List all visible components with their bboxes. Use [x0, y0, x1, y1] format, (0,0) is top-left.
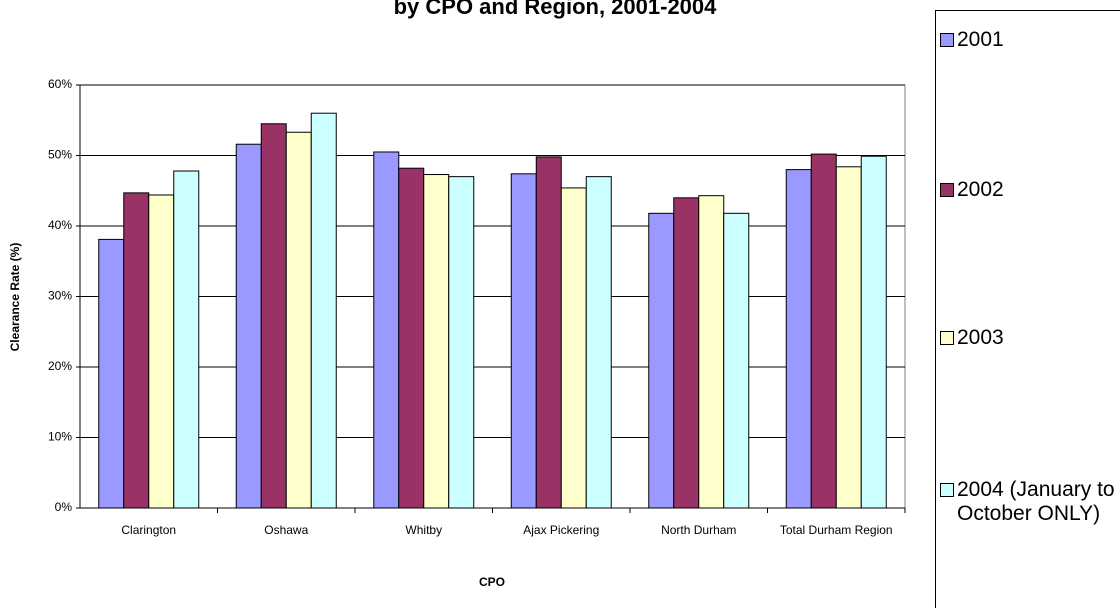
bar	[723, 212, 750, 509]
bar	[698, 195, 725, 509]
legend-label: 2004 (January to October ONLY)	[957, 478, 1115, 525]
bar	[98, 238, 125, 509]
legend-swatch	[940, 483, 954, 497]
chart-title: by CPO and Region, 2001-2004	[393, 0, 717, 19]
bar	[173, 170, 200, 509]
legend-swatch	[940, 33, 954, 47]
bar	[260, 123, 287, 509]
bar	[510, 173, 537, 509]
legend-swatch	[940, 183, 954, 197]
bar	[398, 167, 425, 509]
bar	[310, 112, 337, 509]
bar	[535, 156, 562, 509]
bar	[835, 166, 862, 509]
y-tick-label: 10%	[48, 430, 72, 444]
bar	[560, 187, 587, 509]
legend-label: 2002	[957, 178, 1004, 201]
bar	[423, 174, 450, 509]
x-tick-label: Total Durham Region	[779, 523, 893, 537]
bar	[785, 169, 812, 509]
bar	[810, 153, 837, 509]
bar	[235, 143, 262, 509]
x-tick-label: Oshawa	[264, 523, 309, 537]
bar	[673, 197, 700, 509]
bar	[585, 176, 612, 509]
legend-box	[935, 10, 1120, 608]
y-tick-label: 40%	[48, 218, 72, 232]
y-tick-label: 20%	[48, 359, 72, 373]
bar	[860, 155, 887, 509]
y-tick-label: 60%	[48, 77, 72, 91]
bar	[373, 151, 400, 509]
bar	[285, 131, 312, 509]
bar	[648, 212, 675, 509]
x-tick-label: Clarington	[121, 523, 177, 537]
bar	[448, 176, 475, 509]
y-tick-label: 30%	[48, 289, 72, 303]
legend-label: 2001	[957, 28, 1004, 51]
y-tick-label: 0%	[55, 500, 73, 514]
x-axis-label: CPO	[478, 575, 505, 589]
x-tick-label: Whitby	[405, 523, 443, 537]
x-tick-label: North Durham	[661, 523, 737, 537]
y-axis-label: Clearance Rate (%)	[8, 242, 22, 352]
bar	[148, 194, 175, 509]
bar	[123, 192, 150, 509]
x-tick-label: Ajax Pickering	[523, 523, 600, 537]
y-tick-label: 50%	[48, 148, 72, 162]
legend-label: 2003	[957, 326, 1004, 349]
legend-swatch	[940, 331, 954, 345]
